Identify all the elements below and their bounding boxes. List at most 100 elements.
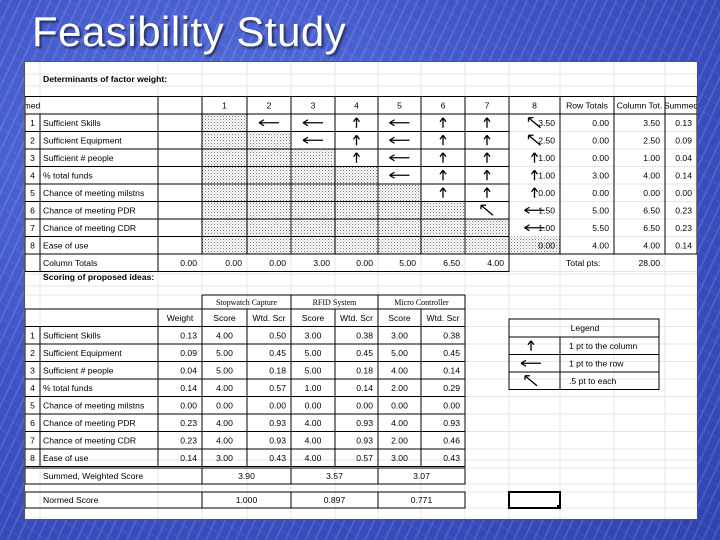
summary-header: Column Tot.: [617, 101, 663, 111]
left-arrow-icon: [302, 136, 323, 144]
row-total-value: 0.00: [538, 188, 555, 198]
column-totals-label: Column Totals: [43, 258, 97, 268]
up-arrow-icon: [530, 169, 539, 181]
score-value: 4.00: [305, 453, 322, 463]
summed-value: 2.50: [643, 136, 660, 146]
normed-value: 0.14: [675, 171, 692, 181]
row-label: Chance of meeting PDR: [43, 206, 136, 216]
weighted-score-value: 0.45: [356, 348, 373, 358]
row-number: 1: [30, 118, 35, 128]
normed-score-row-border: [25, 491, 466, 509]
left-arrow-icon: [389, 171, 410, 179]
weighted-score-value: 0.38: [443, 331, 460, 341]
weight-value: 0.04: [180, 366, 197, 376]
summed-score-row-border: [25, 467, 466, 485]
row-number: 6: [30, 206, 35, 216]
row-number: 4: [30, 171, 35, 181]
legend-item-text: 1 pt to the column: [569, 341, 638, 351]
column-header: 3: [311, 101, 316, 111]
weighted-score-value: 0.29: [443, 383, 460, 393]
weighted-score-value: 0.93: [356, 418, 373, 428]
row-total-value: 1.00: [538, 223, 555, 233]
score-value: 4.00: [305, 418, 322, 428]
up-arrow-icon: [483, 134, 491, 146]
shaded-cell: [202, 149, 335, 167]
row-label: Ease of use: [43, 453, 89, 463]
summed-value: 4.00: [643, 171, 660, 181]
column-header: 4: [354, 101, 359, 111]
row-label: Chance of meeting milstns: [43, 401, 144, 411]
idea-name: RFID System: [313, 298, 358, 307]
score-value: 5.00: [305, 348, 322, 358]
up-arrow-icon: [483, 152, 491, 163]
score-value: 4.00: [391, 366, 408, 376]
score-column-header: Weight: [167, 313, 194, 323]
column-total-value: 4.00: [592, 241, 609, 251]
row-label: Chance of meeting PDR: [43, 418, 136, 428]
shaded-cell: [202, 166, 378, 184]
column-total: 0.00: [180, 258, 197, 268]
up-arrow-icon: [439, 187, 447, 198]
summed-score-value: 3.90: [238, 471, 255, 481]
selected-cell[interactable]: [508, 491, 561, 509]
weight-value: 0.13: [180, 331, 197, 341]
normed-value: 0.14: [675, 241, 692, 251]
summed-value: 3.50: [643, 118, 660, 128]
column-total: 0.00: [225, 258, 242, 268]
idea-name: Stopwatch Capture: [216, 298, 278, 307]
summed-value: 4.00: [643, 241, 660, 251]
column-total: 5.00: [399, 258, 416, 268]
fill-handle[interactable]: [557, 505, 561, 509]
diagonal-arrow-icon: [524, 375, 538, 387]
column-total-value: 0.00: [592, 188, 609, 198]
weight-value: 0.14: [180, 383, 197, 393]
summed-value: 1.00: [643, 153, 660, 163]
row-label: Sufficient # people: [43, 153, 114, 163]
score-value: 2.00: [391, 383, 408, 393]
row-number: 5: [30, 401, 35, 411]
normed-value: 0.09: [675, 136, 692, 146]
column-total-value: 5.50: [592, 223, 609, 233]
summed-score-value: 3.07: [413, 471, 430, 481]
row-total-value: 3.50: [538, 118, 555, 128]
summary-header: Row Totals: [566, 101, 608, 111]
up-arrow-icon: [483, 169, 491, 181]
left-arrow-icon: [524, 224, 545, 232]
weighted-score-value: 0.46: [443, 436, 460, 446]
normed-value: 0.23: [675, 223, 692, 233]
column-total-value: 5.00: [592, 206, 609, 216]
score-value: 3.00: [391, 331, 408, 341]
summed-value: 6.50: [643, 206, 660, 216]
column-total: 0.00: [269, 258, 286, 268]
row-number: 2: [30, 136, 35, 146]
left-arrow-icon: [389, 136, 410, 144]
normed-score-value: 1.000: [236, 495, 258, 505]
score-value: 4.00: [305, 436, 322, 446]
row-label: Chance of meeting CDR: [43, 436, 136, 446]
shaded-cell: [202, 114, 247, 132]
up-arrow-icon: [439, 152, 447, 163]
column-header: 2: [267, 101, 272, 111]
up-arrow-icon: [439, 134, 447, 146]
weighted-score-value: 0.00: [269, 401, 286, 411]
score-column-header: Score: [302, 313, 325, 323]
score-value: 2.00: [391, 436, 408, 446]
weighted-score-value: 0.93: [269, 436, 286, 446]
diagonal-arrow-icon: [527, 117, 541, 129]
row-label: Sufficient Equipment: [43, 136, 122, 146]
summed-value: 0.00: [643, 188, 660, 198]
weight-value: 0.00: [180, 401, 197, 411]
slide-title: Feasibility Study: [32, 8, 347, 55]
row-label: Chance of meeting milstns: [43, 188, 144, 198]
up-arrow-icon: [352, 117, 361, 128]
weighted-score-value: 0.50: [269, 331, 286, 341]
score-value: 3.00: [391, 453, 408, 463]
left-arrow-icon: [389, 154, 410, 162]
weighted-score-value: 0.43: [443, 453, 460, 463]
weighted-score-value: 0.93: [356, 436, 373, 446]
column-header: 1: [222, 101, 227, 111]
column-total: 3.00: [313, 258, 330, 268]
up-arrow-icon: [439, 117, 447, 128]
column-total: 6.50: [443, 258, 460, 268]
up-arrow-icon: [530, 187, 539, 198]
